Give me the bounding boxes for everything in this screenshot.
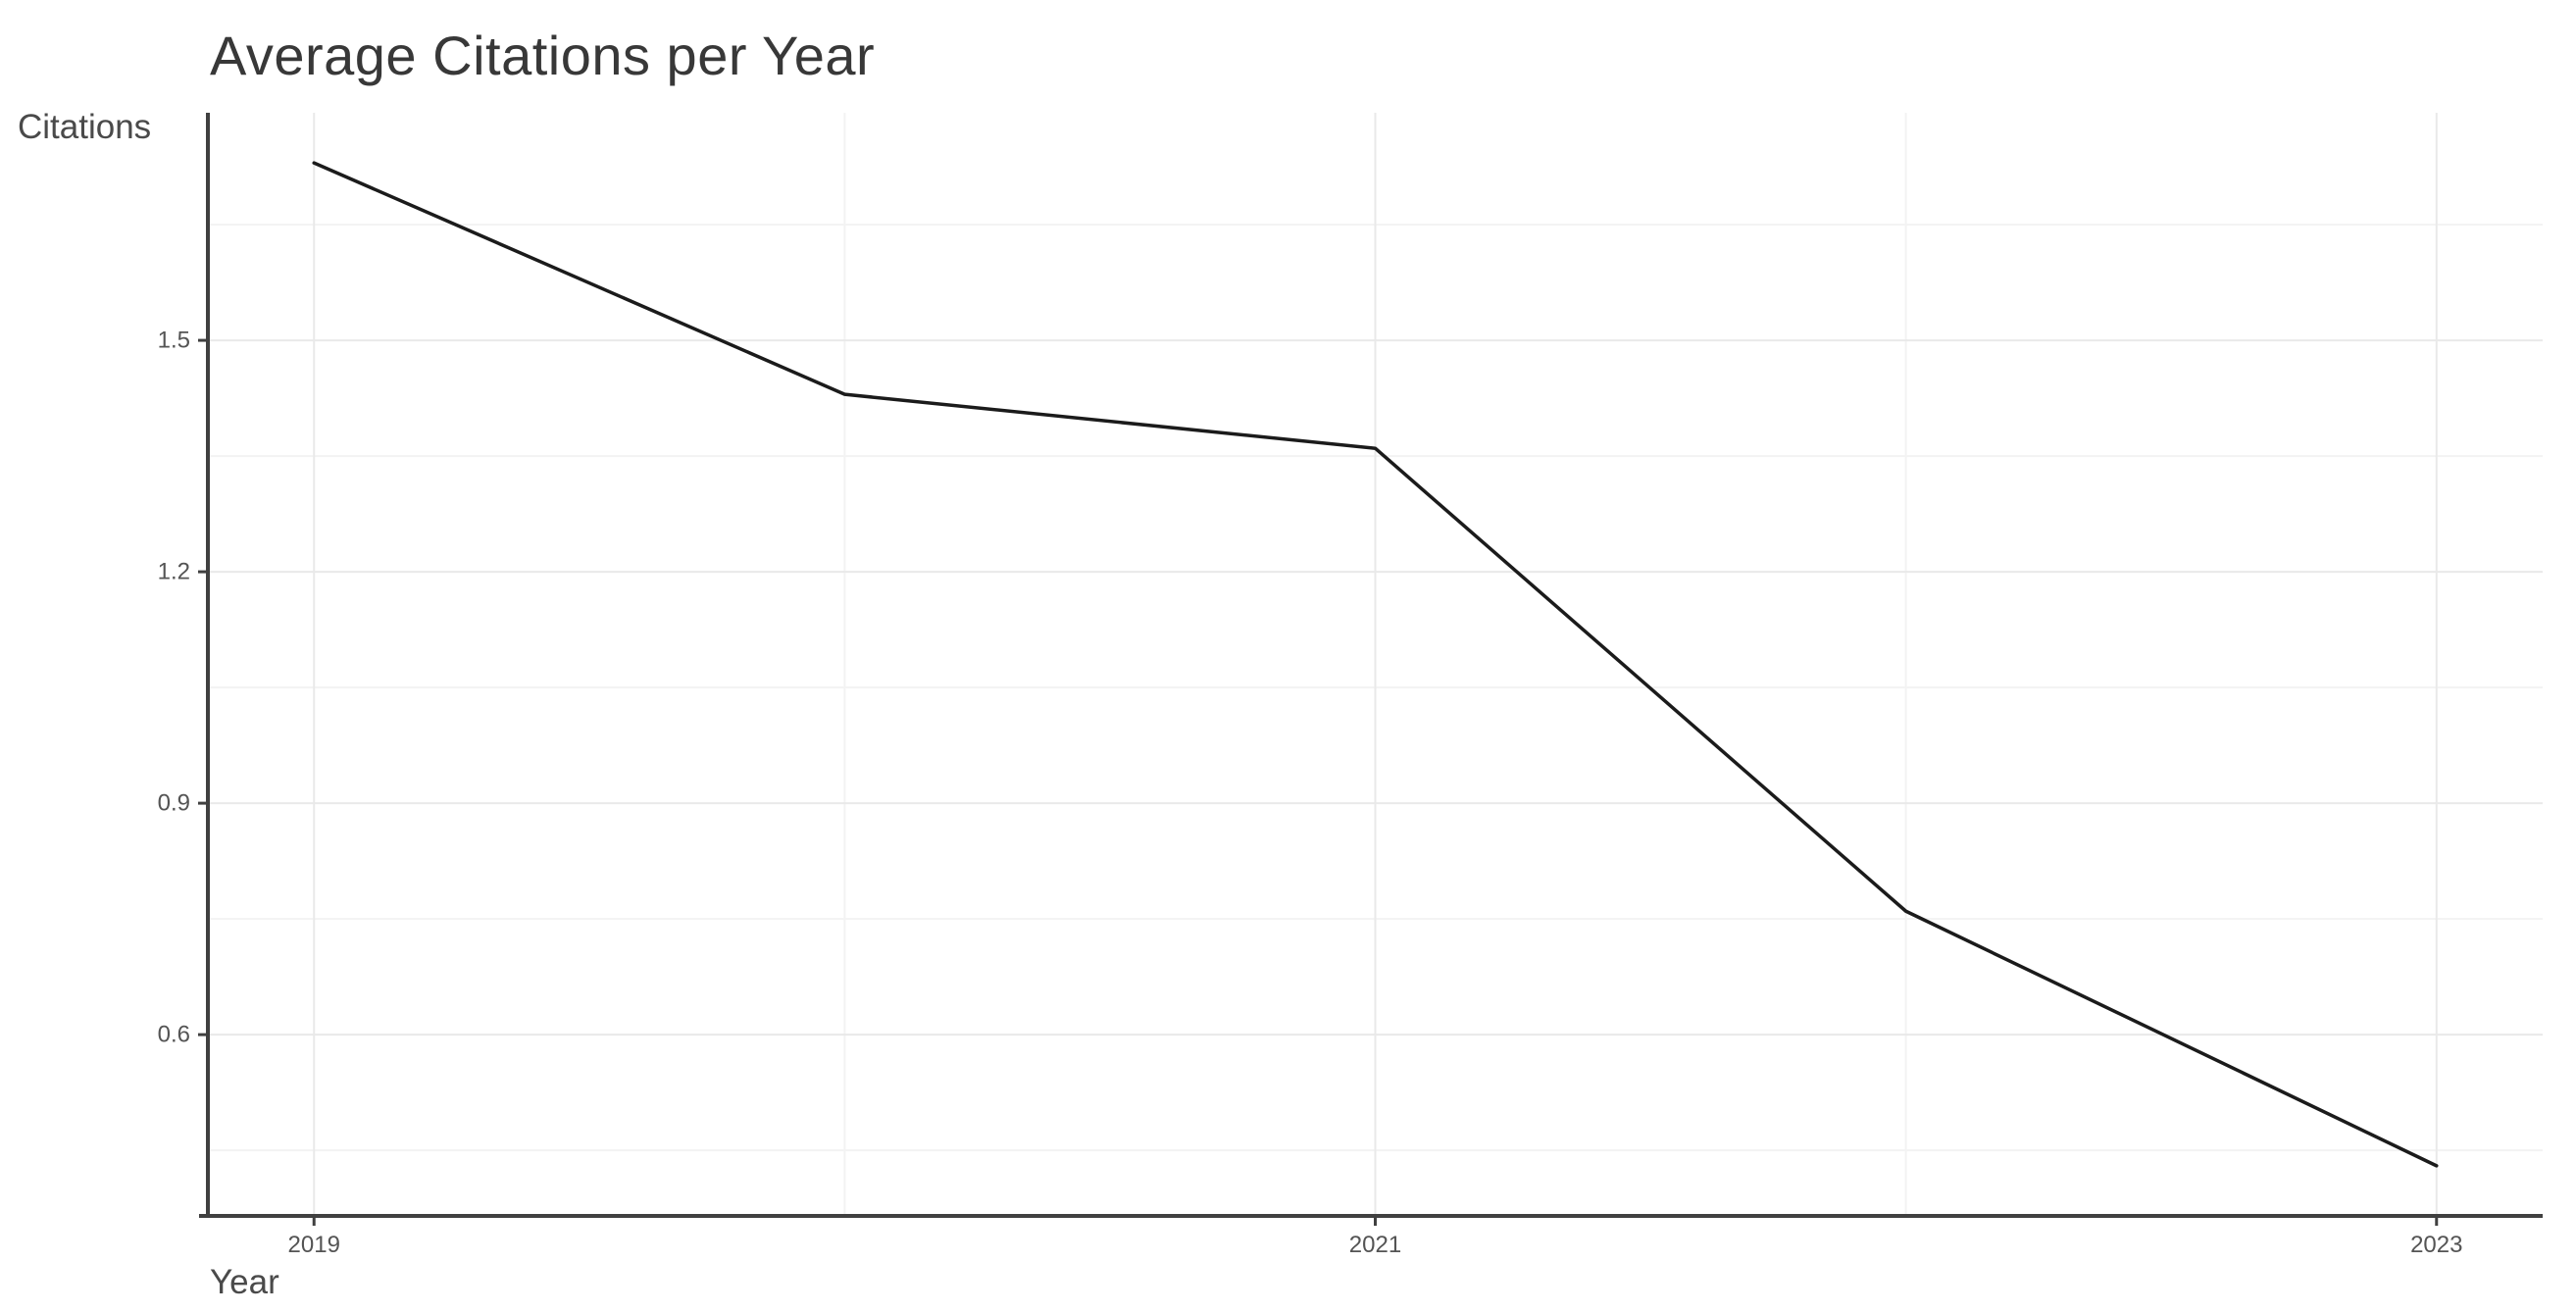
- x-tick-label: 2021: [1349, 1232, 1401, 1258]
- x-tick-label: 2019: [288, 1232, 340, 1258]
- y-tick-label: 1.2: [158, 559, 190, 585]
- y-axis-title: Citations: [18, 108, 152, 146]
- x-tick-label: 2023: [2410, 1232, 2462, 1258]
- x-axis-title: Year: [210, 1263, 279, 1301]
- y-tick-label: 1.5: [158, 328, 190, 354]
- y-tick-label: 0.9: [158, 790, 190, 817]
- y-tick-label: 0.6: [158, 1022, 190, 1048]
- chart-title: Average Citations per Year: [210, 25, 876, 86]
- data-line: [312, 161, 2439, 1168]
